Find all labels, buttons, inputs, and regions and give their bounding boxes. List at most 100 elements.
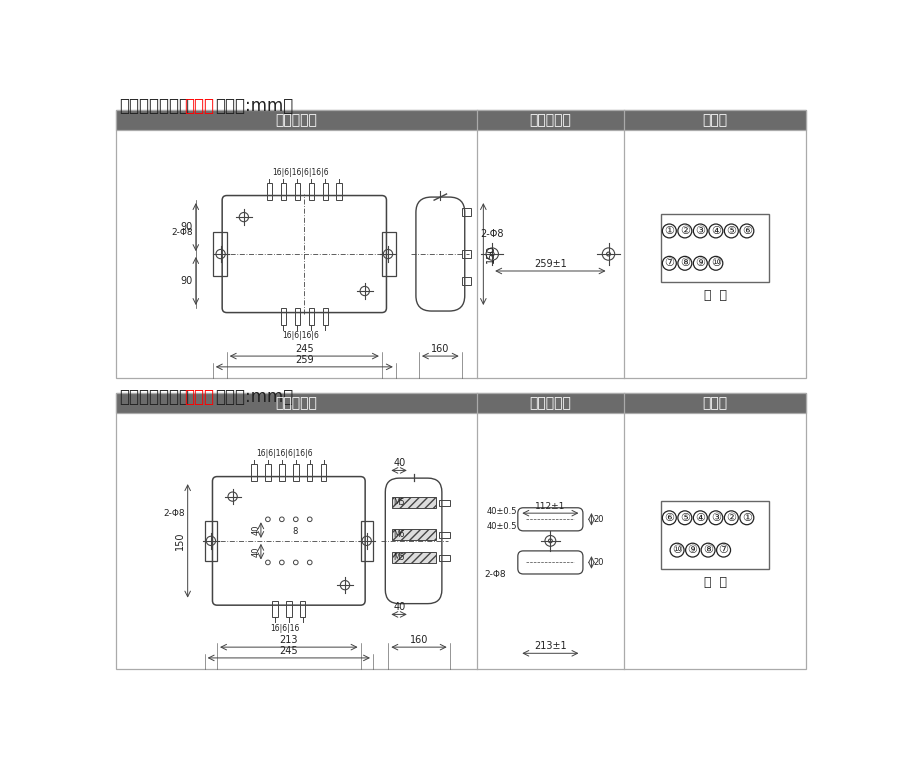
Text: ⑨: ⑨	[696, 258, 706, 268]
Text: 40: 40	[393, 458, 406, 468]
Text: 90: 90	[181, 276, 193, 286]
Text: 20: 20	[594, 515, 604, 524]
Text: M5: M5	[393, 553, 405, 562]
Text: 160: 160	[431, 344, 449, 353]
Bar	[204, 521, 217, 561]
Bar	[382, 233, 396, 276]
Text: 后接线: 后接线	[184, 388, 214, 406]
Text: ②: ②	[680, 226, 689, 236]
Text: 259: 259	[295, 355, 313, 365]
Text: 外形尺寸图: 外形尺寸图	[275, 113, 318, 128]
Text: 40±0.5: 40±0.5	[487, 507, 518, 516]
Bar	[272, 600, 277, 617]
Text: 16|6|16: 16|6|16	[270, 624, 300, 632]
Text: 150: 150	[175, 532, 184, 550]
Bar	[322, 183, 328, 200]
Bar	[116, 393, 806, 413]
Text: 安装开孔图: 安装开孔图	[529, 396, 572, 410]
Bar	[293, 464, 299, 481]
Text: ⑩: ⑩	[672, 545, 682, 555]
Text: ⑩: ⑩	[711, 258, 721, 268]
Text: ②: ②	[726, 513, 736, 523]
Text: 20: 20	[594, 558, 604, 567]
Text: 245: 245	[280, 645, 298, 656]
Bar	[392, 553, 436, 563]
Text: 前接线: 前接线	[184, 97, 214, 116]
Bar	[116, 393, 806, 669]
Text: 245: 245	[295, 344, 313, 353]
Text: 40: 40	[252, 546, 261, 557]
Text: 40±0.5: 40±0.5	[487, 522, 518, 531]
Text: ④: ④	[696, 513, 706, 523]
Text: 端子图: 端子图	[703, 113, 727, 128]
Text: （单位:mm）: （单位:mm）	[215, 97, 293, 116]
Text: 160: 160	[410, 635, 428, 644]
Text: 213: 213	[280, 635, 298, 644]
Bar	[294, 183, 300, 200]
Text: 213±1: 213±1	[534, 641, 567, 651]
Text: ①: ①	[742, 513, 751, 523]
Text: ④: ④	[711, 226, 721, 236]
Text: 2-Φ8: 2-Φ8	[481, 229, 504, 239]
Text: 150: 150	[486, 245, 497, 263]
Bar	[439, 532, 450, 538]
Text: 16|6|16|6: 16|6|16|6	[282, 331, 319, 340]
Bar	[266, 464, 271, 481]
Bar	[116, 110, 806, 378]
Text: （单位:mm）: （单位:mm）	[215, 388, 293, 406]
Bar	[661, 501, 770, 568]
Bar	[286, 600, 292, 617]
Bar	[361, 521, 373, 561]
Bar	[322, 308, 328, 325]
Text: M5: M5	[393, 499, 405, 507]
Bar	[279, 464, 284, 481]
Text: 前  视: 前 视	[704, 290, 726, 302]
Bar	[116, 110, 806, 131]
Text: 背  视: 背 视	[704, 576, 726, 589]
Text: ⑤: ⑤	[726, 226, 736, 236]
Text: 16|6|16|6|16|6: 16|6|16|6|16|6	[256, 449, 313, 458]
Text: 2-Φ8: 2-Φ8	[163, 508, 184, 518]
Text: ①: ①	[664, 226, 674, 236]
Bar	[300, 600, 305, 617]
Text: 259±1: 259±1	[534, 258, 567, 269]
Bar	[251, 464, 256, 481]
Text: ⑤: ⑤	[680, 513, 689, 523]
Bar	[462, 250, 471, 258]
Text: 2-Φ8: 2-Φ8	[171, 228, 193, 237]
Bar	[294, 308, 300, 325]
Bar	[309, 183, 314, 200]
Text: ⑦: ⑦	[718, 545, 729, 555]
Bar	[307, 464, 312, 481]
Bar	[337, 183, 342, 200]
Bar	[266, 183, 272, 200]
Text: ③: ③	[696, 226, 706, 236]
Text: 两相过流凸出式: 两相过流凸出式	[119, 97, 189, 116]
Text: 安装开孔图: 安装开孔图	[529, 113, 572, 128]
Bar	[439, 499, 450, 506]
Text: ⑧: ⑧	[680, 258, 689, 268]
Bar	[281, 308, 286, 325]
Text: ⑨: ⑨	[688, 545, 698, 555]
Bar	[462, 207, 471, 216]
Text: ③: ③	[711, 513, 721, 523]
Text: 外形尺寸图: 外形尺寸图	[275, 396, 318, 410]
Bar	[321, 464, 327, 481]
Bar	[392, 529, 436, 540]
Bar	[309, 308, 314, 325]
Bar	[439, 555, 450, 561]
Text: 16|6|16|6|16|6: 16|6|16|6|16|6	[272, 168, 328, 177]
Bar	[462, 277, 471, 285]
Text: 40: 40	[393, 602, 406, 612]
Text: M6: M6	[393, 530, 405, 540]
Bar	[281, 183, 286, 200]
Text: ⑥: ⑥	[742, 226, 751, 236]
Text: 112±1: 112±1	[536, 502, 565, 511]
Text: 8: 8	[292, 527, 298, 537]
Text: ⑥: ⑥	[664, 513, 674, 523]
Text: ⑧: ⑧	[703, 545, 713, 555]
Bar	[661, 214, 770, 282]
Bar	[392, 497, 436, 508]
Text: 2-Φ8: 2-Φ8	[484, 570, 506, 579]
Text: 90: 90	[181, 222, 193, 232]
